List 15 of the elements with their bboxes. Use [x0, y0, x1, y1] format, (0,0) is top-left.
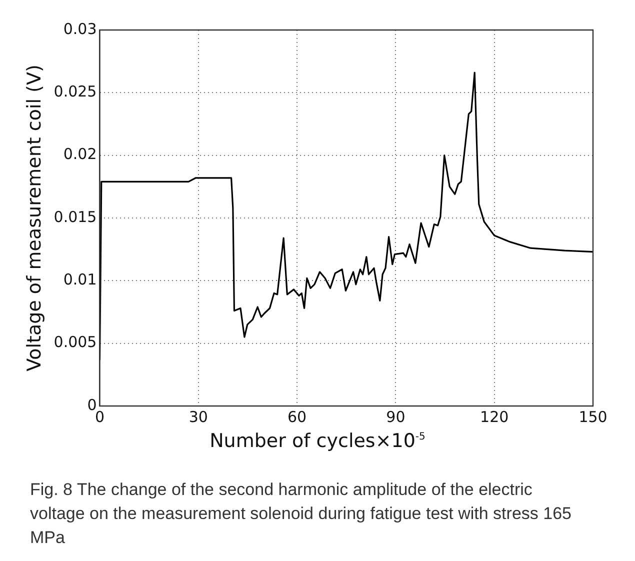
y-tick-label: 0.005 [54, 333, 97, 352]
y-tick-label: 0.01 [63, 270, 97, 289]
y-axis-title: Voltage of measurement coil (V) [23, 64, 46, 372]
x-tick-label: 60 [288, 408, 307, 426]
y-tick-label: 0 [87, 396, 97, 414]
x-tick-label: 90 [386, 408, 406, 426]
x-tick-label: 30 [188, 408, 208, 426]
y-tick-label: 0.025 [54, 82, 97, 101]
caption: Fig. 8 The change of the second harmonic amplitude of the electric voltage on the measurement solenoid during fatigue test with stress 165 MPa [30, 479, 572, 549]
y-tick-label: 0.03 [63, 20, 97, 38]
x-tick-label: 150 [578, 408, 608, 426]
y-tick-label: 0.02 [63, 145, 97, 164]
y-tick-label: 0.015 [54, 208, 97, 226]
x-tick-label: 120 [480, 408, 509, 426]
x-axis-title: Number of cycles×10$^{-5}$ [208, 430, 426, 452]
